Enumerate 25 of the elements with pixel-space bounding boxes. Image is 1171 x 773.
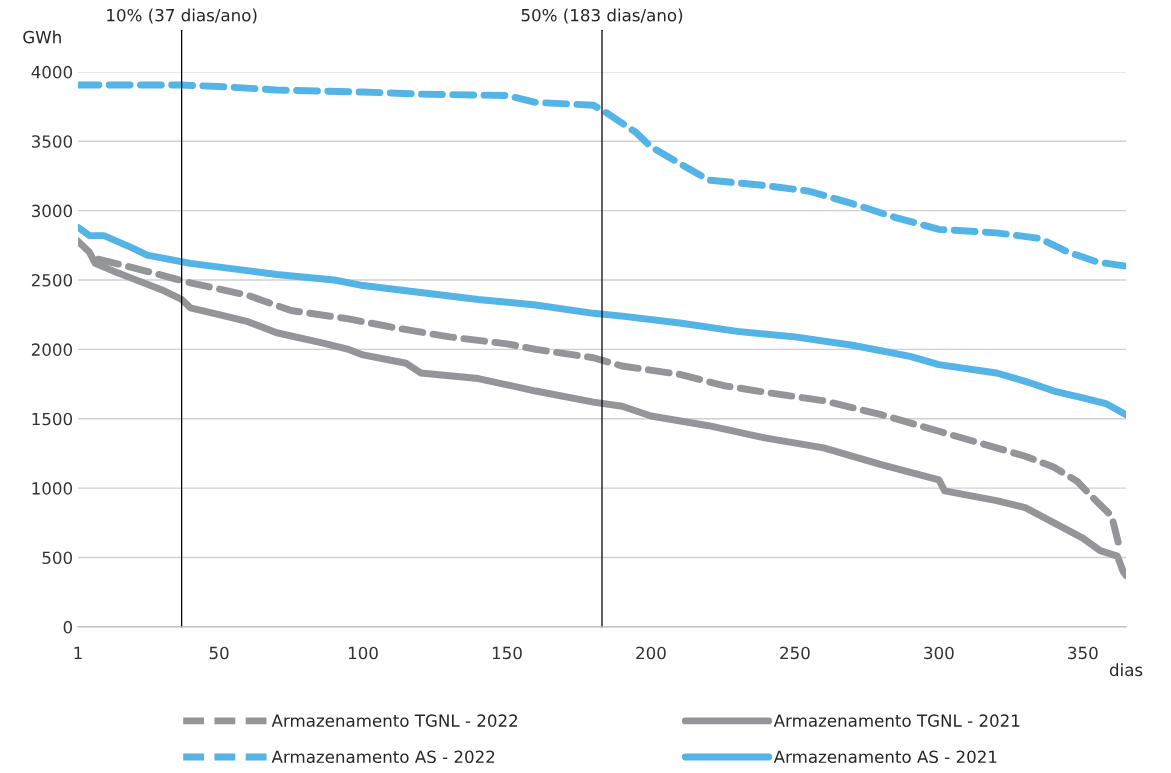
- ref-line-label: 10% (37 dias/ano): [107, 8, 257, 24]
- x-tick-label: 150: [492, 646, 522, 660]
- legend-label: Armazenamento TGNL - 2022: [271, 714, 518, 727]
- x-tick-label: 350: [1068, 646, 1098, 660]
- legend-label: Armazenamento TGNL - 2021: [773, 714, 1020, 727]
- y-axis-title: GWh: [23, 30, 61, 44]
- ref-line-label: 50% (183 dias/ano): [521, 8, 683, 24]
- y-tick-label: 3500: [31, 135, 73, 148]
- y-tick-label: 2000: [31, 343, 73, 356]
- x-tick-label: 100: [348, 646, 378, 660]
- y-tick-label: 1000: [32, 482, 73, 495]
- legend-label: Armazenamento AS - 2021: [773, 750, 997, 764]
- x-tick-label: 250: [780, 646, 810, 660]
- y-tick-label: 4000: [31, 65, 73, 79]
- y-tick-label: 0: [63, 620, 73, 634]
- x-axis-title: dias: [1109, 663, 1143, 677]
- x-tick-label: 50: [209, 646, 229, 660]
- y-tick-label: 1500: [32, 412, 73, 426]
- x-tick-label: 1: [74, 646, 82, 660]
- y-tick-label: 3000: [31, 204, 73, 218]
- legend-label: Armazenamento AS - 2022: [271, 750, 495, 764]
- x-tick-label: 200: [636, 646, 666, 660]
- x-tick-label: 300: [924, 646, 954, 660]
- y-tick-label: 500: [42, 551, 73, 565]
- y-tick-label: 2500: [31, 273, 73, 287]
